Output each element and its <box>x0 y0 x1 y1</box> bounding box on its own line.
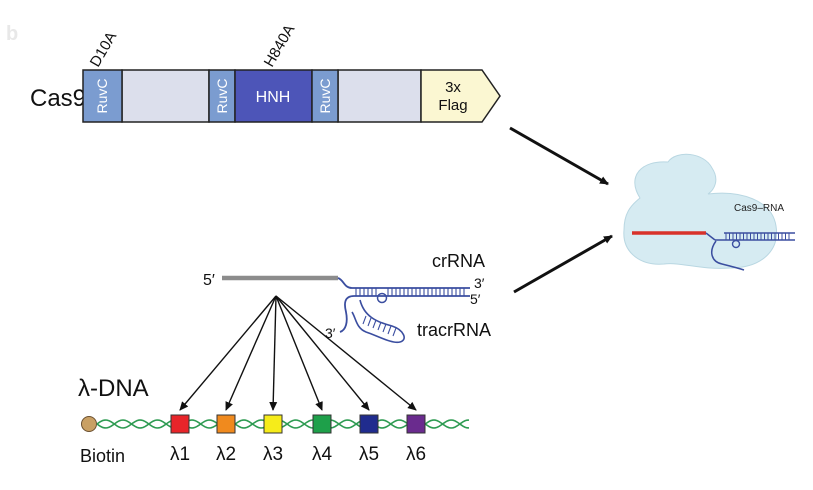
ruvc-domain-3-label: RuvC <box>317 78 333 113</box>
biotin-bead <box>81 416 97 432</box>
ruvc-domain-2 <box>208 69 236 123</box>
target-arrow-4 <box>275 295 323 411</box>
arrow-cas9-to-complex <box>509 126 609 186</box>
cas9-linker-1 <box>121 69 210 123</box>
lambda-site-5 <box>359 414 379 434</box>
complex-tracr-strand <box>705 232 795 271</box>
tracrrna-label: tracrRNA <box>417 320 491 340</box>
ruvc-domain-1 <box>82 69 123 123</box>
lambda-site-3 <box>263 414 283 434</box>
crrna-3prime-label: 3′ <box>474 275 485 291</box>
lambda-site-4-label: λ4 <box>312 444 333 465</box>
flag-tag-label-line1: 3x <box>445 79 461 96</box>
target-arrow-1 <box>179 295 277 411</box>
lambda-site-1 <box>170 414 190 434</box>
target-arrows <box>179 295 417 411</box>
ruvc-domain-3 <box>311 69 339 123</box>
h840a-mutation-label: H840A <box>261 22 299 70</box>
lambda-site-2 <box>216 414 236 434</box>
tracrrna-hairpin <box>351 299 405 344</box>
lambda-dna-label: λ-DNA <box>78 375 149 402</box>
lambda-site-4 <box>312 414 332 434</box>
ruvc-domain-2-label: RuvC <box>214 78 230 113</box>
lambda-site-3-label: λ3 <box>263 444 283 465</box>
complex-label: Cas9–RNA <box>734 203 784 214</box>
target-arrow-3 <box>269 295 278 411</box>
flag-tag <box>420 69 501 123</box>
guide-rna-duplex: 5′ crRNA 3′ 5′ tracrRNA 3′ <box>203 251 491 344</box>
panel-label: b <box>6 23 18 45</box>
d10a-mutation-label: D10A <box>87 29 120 70</box>
cas9-domain-map: Cas9 D10A H840A RuvC RuvC HNH RuvC 3x Fl… <box>30 22 501 123</box>
duplex-base-pairs <box>355 288 465 296</box>
tracrrna-strand <box>339 295 470 333</box>
tracrrna-3prime-label: 3′ <box>325 325 336 341</box>
crrna-label: crRNA <box>432 251 485 271</box>
biotin-label: Biotin <box>80 446 125 466</box>
duplex-bulge <box>376 292 388 304</box>
ruvc-domain-1-label: RuvC <box>94 78 110 113</box>
lambda-dna: λ-DNA Biotin λ1 λ2 λ3 λ4 λ5 λ6 <box>78 375 470 466</box>
lambda-site-5-label: λ5 <box>359 444 379 465</box>
crrna-repeat-strand <box>337 277 470 289</box>
hnh-domain-label: HNH <box>256 89 291 106</box>
lambda-site-6 <box>406 414 426 434</box>
tracrrna-5prime-label: 5′ <box>470 291 481 307</box>
target-arrow-6 <box>275 295 417 411</box>
crrna-5prime-label: 5′ <box>203 272 215 289</box>
flag-tag-label-line2: Flag <box>438 97 467 114</box>
lambda-site-1-label: λ1 <box>170 444 190 465</box>
lambda-site-2-label: λ2 <box>216 444 236 465</box>
cas9-label: Cas9 <box>30 85 86 112</box>
arrow-rna-to-complex <box>513 234 613 294</box>
target-arrow-2 <box>225 295 277 411</box>
hnh-domain <box>234 69 313 123</box>
cas9-linker-2 <box>337 69 422 123</box>
target-arrow-5 <box>275 295 370 411</box>
cas9-rna-complex: Cas9–RNA <box>623 153 795 271</box>
lambda-site-6-label: λ6 <box>406 444 426 465</box>
